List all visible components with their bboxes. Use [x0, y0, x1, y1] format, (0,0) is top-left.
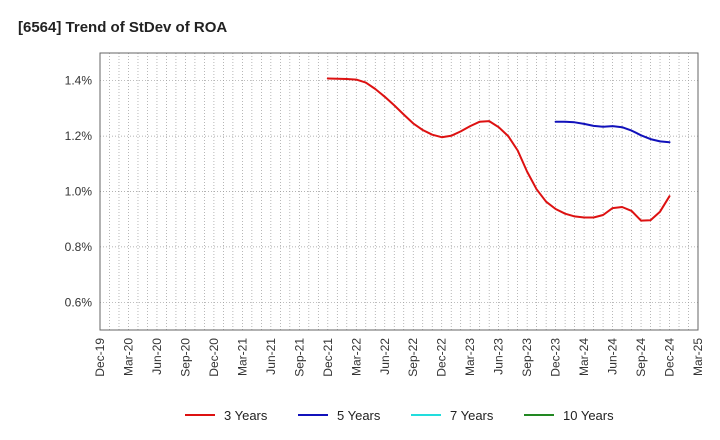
y-tick-label: 0.6%: [65, 295, 93, 309]
plot-area: [99, 52, 699, 331]
y-tick-label: 1.2%: [65, 129, 93, 143]
x-axis-ticks: Dec-19 Mar-20 Jun-20 Sep-20 Dec-20 Mar-21 Jun-…: [93, 338, 705, 377]
legend-label: 10 Years: [563, 408, 614, 423]
x-tick-label: Sep-23: [520, 338, 534, 377]
x-tick-label: Sep-24: [634, 338, 648, 377]
x-tick-label: Dec-24: [663, 338, 677, 377]
x-tick-label: Mar-22: [349, 338, 363, 376]
x-tick-label: Dec-20: [207, 338, 221, 377]
x-tick-label: Dec-21: [321, 338, 335, 377]
legend: 3 Years 5 Years 7 Years 10 Years: [185, 408, 614, 423]
x-tick-label: Dec-23: [549, 338, 563, 377]
x-tick-label: Dec-19: [93, 338, 107, 377]
series-line-5-years: [554, 120, 671, 144]
x-tick-label: Jun-20: [150, 338, 164, 375]
y-tick-label: 1.4%: [65, 74, 93, 88]
x-tick-label: Mar-20: [121, 338, 135, 376]
x-tick-label: Jun-23: [492, 338, 506, 375]
legend-label: 3 Years: [224, 408, 268, 423]
legend-label: 5 Years: [337, 408, 381, 423]
grid: [100, 53, 698, 330]
x-tick-label: Sep-20: [178, 338, 192, 377]
x-tick-label: Mar-21: [235, 338, 249, 376]
x-tick-label: Jun-21: [264, 338, 278, 375]
x-tick-label: Dec-22: [435, 338, 449, 377]
x-tick-label: Mar-24: [577, 338, 591, 376]
series-line-3-years: [326, 77, 671, 222]
y-tick-label: 0.8%: [65, 240, 93, 254]
y-tick-label: 1.0%: [65, 185, 93, 199]
chart-title: [6564] Trend of StDev of ROA: [18, 19, 227, 36]
x-tick-label: Jun-24: [606, 338, 620, 375]
x-tick-label: Sep-21: [292, 338, 306, 377]
x-tick-label: Mar-23: [463, 338, 477, 376]
x-tick-label: Sep-22: [406, 338, 420, 377]
series-lines: [326, 77, 671, 222]
x-tick-label: Mar-25: [691, 338, 705, 376]
legend-label: 7 Years: [450, 408, 494, 423]
y-axis-ticks: 0.6% 0.8% 1.0% 1.2% 1.4%: [65, 74, 93, 310]
x-tick-label: Jun-22: [378, 338, 392, 375]
